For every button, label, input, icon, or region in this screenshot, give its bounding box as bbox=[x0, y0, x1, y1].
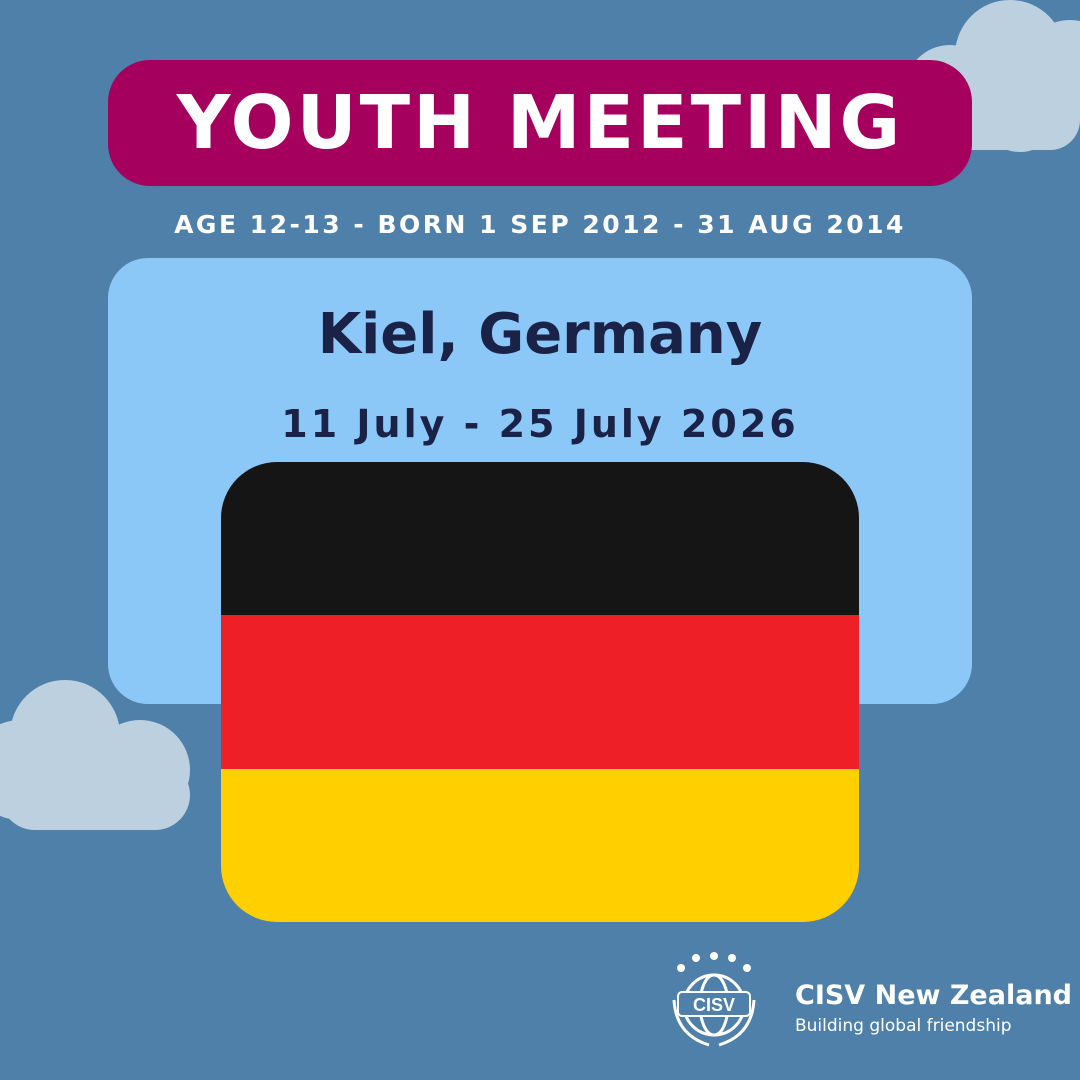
org-tagline: Building global friendship bbox=[795, 1016, 1012, 1036]
svg-text:CISV: CISV bbox=[693, 995, 735, 1015]
event-dates: 11 July - 25 July 2026 bbox=[281, 402, 799, 446]
location: Kiel, Germany bbox=[317, 302, 763, 367]
title-banner: YOUTH MEETING bbox=[108, 60, 972, 186]
flag-stripe-gold bbox=[221, 768, 859, 922]
org-name: CISV New Zealand bbox=[795, 980, 1072, 1011]
flag-stripe-red bbox=[221, 615, 859, 769]
cisv-logo-icon: CISV bbox=[672, 952, 756, 1047]
age-eligibility: AGE 12-13 - BORN 1 SEP 2012 - 31 AUG 201… bbox=[174, 210, 906, 239]
germany-flag bbox=[221, 462, 859, 922]
cloud-bottom-left bbox=[0, 680, 190, 830]
page-title: YOUTH MEETING bbox=[176, 80, 904, 166]
flag-stripe-black bbox=[221, 462, 859, 616]
